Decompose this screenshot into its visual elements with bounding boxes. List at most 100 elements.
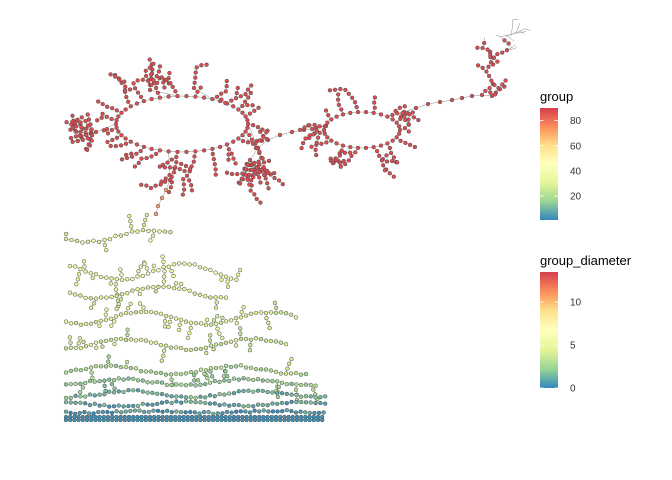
network-node <box>170 84 175 90</box>
network-node <box>147 417 153 423</box>
network-node <box>174 154 179 160</box>
network-node <box>78 368 84 373</box>
network-node <box>350 95 355 100</box>
network-node <box>214 94 220 99</box>
network-node <box>138 94 144 100</box>
network-node <box>234 90 239 96</box>
network-node <box>89 138 94 143</box>
network-node <box>116 129 121 134</box>
network-node <box>78 400 83 405</box>
network-node <box>261 134 266 139</box>
network-node <box>183 163 189 169</box>
network-edge <box>510 29 513 35</box>
network-node <box>79 115 84 120</box>
network-node <box>144 183 149 188</box>
network-node <box>211 347 216 352</box>
network-node <box>198 394 203 399</box>
network-node <box>284 391 289 397</box>
network-node <box>166 189 172 195</box>
network-node <box>261 417 266 423</box>
network-node <box>224 170 230 175</box>
network-node <box>273 417 279 423</box>
network-node <box>145 285 151 290</box>
network-node <box>255 388 261 393</box>
legend-group-tick-label: 80 <box>570 116 582 127</box>
network-node <box>68 410 73 416</box>
network-node <box>280 409 285 414</box>
network-node <box>150 402 155 407</box>
network-node <box>128 408 133 414</box>
network-node <box>299 382 304 388</box>
network-node <box>173 316 179 321</box>
network-node <box>111 404 117 409</box>
network-node <box>246 95 251 100</box>
network-edge <box>495 34 501 38</box>
network-node <box>107 389 112 394</box>
network-node <box>395 111 400 116</box>
network-node <box>229 98 234 103</box>
network-node <box>225 279 230 284</box>
network-node <box>168 372 174 377</box>
network-node <box>128 301 133 306</box>
network-node <box>188 395 193 400</box>
network-node <box>398 138 403 143</box>
network-node <box>91 411 96 416</box>
network-node <box>348 110 353 116</box>
network-node <box>123 310 129 316</box>
network-node <box>275 379 280 384</box>
network-node <box>189 188 195 193</box>
network-node <box>488 90 493 95</box>
network-node <box>114 125 119 130</box>
network-node <box>223 274 229 279</box>
network-node <box>218 272 223 277</box>
network-node <box>249 83 254 88</box>
network-node <box>193 400 198 405</box>
network-node <box>93 296 99 301</box>
network-node <box>70 139 75 144</box>
network-node <box>68 417 73 423</box>
network-node <box>235 85 240 91</box>
network-node <box>265 181 270 186</box>
network-node <box>164 382 169 388</box>
network-node <box>378 143 384 148</box>
network-node <box>195 378 201 383</box>
network-node <box>169 382 174 388</box>
network-node <box>355 145 361 151</box>
network-node <box>243 92 248 97</box>
network-node <box>126 99 131 104</box>
network-node <box>220 335 225 341</box>
network-node <box>112 341 117 347</box>
network-node <box>198 382 203 387</box>
network-node <box>74 129 79 134</box>
network-node <box>151 61 156 66</box>
network-node <box>104 307 109 312</box>
network-node <box>253 336 259 341</box>
network-node <box>77 336 83 341</box>
network-node <box>132 86 138 91</box>
network-node <box>167 165 173 170</box>
network-node <box>203 395 208 400</box>
network-node <box>123 409 128 414</box>
network-node <box>495 59 500 64</box>
network-node <box>238 409 243 414</box>
network-node <box>125 327 130 332</box>
network-node <box>224 78 229 84</box>
network-node <box>140 77 146 82</box>
network-node <box>84 417 90 423</box>
network-node <box>162 85 167 90</box>
network-node <box>113 314 119 319</box>
network-node <box>133 310 139 315</box>
network-node <box>412 144 418 150</box>
network-node <box>193 320 199 326</box>
network-node <box>105 409 110 415</box>
network-node <box>314 140 319 145</box>
network-node <box>298 372 304 377</box>
network-node <box>299 399 304 405</box>
network-node <box>228 364 234 370</box>
network-node <box>224 142 230 147</box>
network-node <box>250 141 256 146</box>
network-node <box>203 345 209 350</box>
network-edge <box>500 35 506 38</box>
network-node <box>266 158 272 164</box>
